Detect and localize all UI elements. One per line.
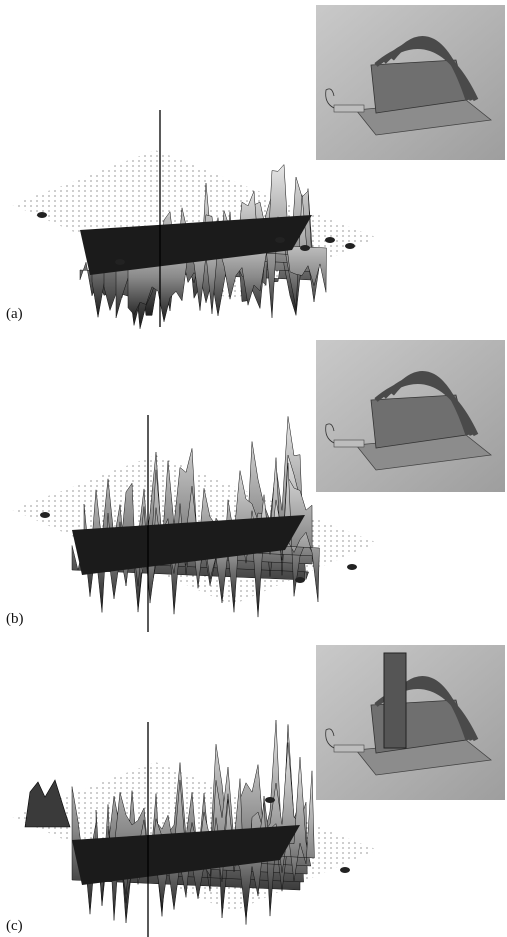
blob [295,577,305,583]
device-rod [334,105,364,112]
blob [325,237,335,243]
blob [340,867,350,873]
blob [345,243,355,249]
panel-label: (a) [6,306,23,322]
blob [37,212,47,218]
panel-label: (c) [6,918,23,934]
figure: (a) (b) (c) [0,0,507,937]
device-photo [316,645,505,800]
device-rod [334,440,364,447]
device-photo [316,340,505,492]
photos [316,5,505,800]
blob [300,245,310,251]
blob [275,237,285,243]
blob [115,259,125,265]
blob [265,797,275,803]
surface-plots [12,110,378,937]
blob [40,512,50,518]
page: (a) (b) (c) (() => { const data = JSON.p… [0,0,507,937]
blob [347,564,357,570]
panel-label: (b) [6,611,24,627]
device-plate [384,653,406,748]
device-rod [334,745,364,752]
device-photo [316,5,505,160]
